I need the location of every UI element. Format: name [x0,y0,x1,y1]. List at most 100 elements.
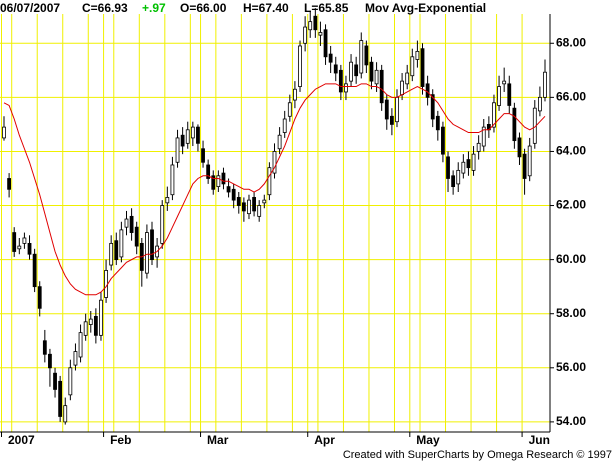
plot [2,8,547,425]
candle-body [344,83,348,93]
y-tick-label: 66.00 [556,90,586,104]
y-tick-label: 54.00 [556,414,586,428]
candle-body [134,226,139,247]
candle-body [211,175,216,190]
credit: Created with SuperCharts by Omega Resear… [343,449,612,461]
candle-body [267,167,272,196]
legend-entry: Mov Avg-Exponential [365,1,486,15]
candle-body [63,405,68,423]
candle-body [298,45,302,87]
candle-body [537,96,542,112]
candle-body [48,353,52,369]
candle-body [180,134,185,147]
candle-body [451,175,456,188]
candle-body [236,197,241,206]
x-tick-label: Jun [529,433,550,447]
candle-body [114,240,119,261]
candle-body [99,299,103,336]
candle-body [104,270,108,298]
candle-body [37,286,42,309]
candle-body [323,29,328,58]
candle-body [430,94,435,120]
candle-body [206,164,211,179]
candle-body [446,156,450,179]
candle-body [93,316,98,336]
header-date: 06/07/2007 [0,1,60,15]
header-high: H=67.40 [243,1,289,15]
candle-body [272,151,277,174]
candle-body [333,64,338,74]
candle-body [119,229,124,258]
candle-body [2,126,6,139]
candle-body [338,69,343,93]
candle-body [527,145,532,177]
candle-body [231,188,236,201]
candle-body [170,164,175,196]
candle-body [165,197,170,204]
candle-body [379,69,384,104]
candle-body [512,107,517,142]
candle-body [196,126,200,144]
candle-body [257,205,262,217]
candle-body [354,64,359,77]
candle-body [405,72,410,85]
candle-body [349,61,353,82]
candle-body [124,218,129,228]
header-change: +.97 [142,1,166,15]
candle-body [313,15,318,31]
candle-body [216,175,221,188]
candle-body [359,40,364,74]
header-low: L=65.85 [304,1,349,15]
candle-body [395,96,399,123]
candle-body [456,169,461,185]
candle-body [73,351,78,366]
candle-body [78,332,83,358]
candle-body [374,69,379,85]
candle-body [83,321,88,336]
candle-body [308,21,313,31]
candle-body [481,126,486,147]
candle-body [221,172,226,185]
y-tick-label: 64.00 [556,144,586,158]
candle-body [160,205,165,244]
candle-body [364,45,369,66]
header-open: O=66.00 [180,1,227,15]
candle-body [461,161,466,174]
candle-body [27,242,32,255]
candle-body [12,232,17,252]
candle-body [262,199,267,204]
y-tick-label: 56.00 [556,360,586,374]
candle-body [441,126,445,155]
y-tick-label: 60.00 [556,252,586,266]
candle-body [7,178,12,190]
candle-body [466,159,471,169]
y-tick-label: 58.00 [556,306,586,320]
candle-body [435,115,440,131]
candle-body [415,50,420,60]
candle-body [471,153,476,171]
candle-body [252,197,256,212]
candle-body [32,253,37,288]
candle-body [247,199,251,215]
candle-body [507,83,512,106]
candle-body [384,99,389,120]
x-tick-label: May [416,433,440,447]
candle-body [185,129,190,144]
candle-body [287,102,292,117]
candle-body [150,229,154,261]
candle-body [400,80,404,96]
candle-body [22,237,27,244]
candle-body [175,137,180,163]
candle-body [282,118,287,133]
candle-body [293,88,297,101]
candle-body [201,148,205,163]
grid [0,14,550,432]
x-tick-label: Feb [110,433,131,447]
candle-body [369,61,374,82]
y-tick-label: 62.00 [556,198,586,212]
header-close: C=66.93 [82,1,128,15]
candle-body [410,56,415,77]
